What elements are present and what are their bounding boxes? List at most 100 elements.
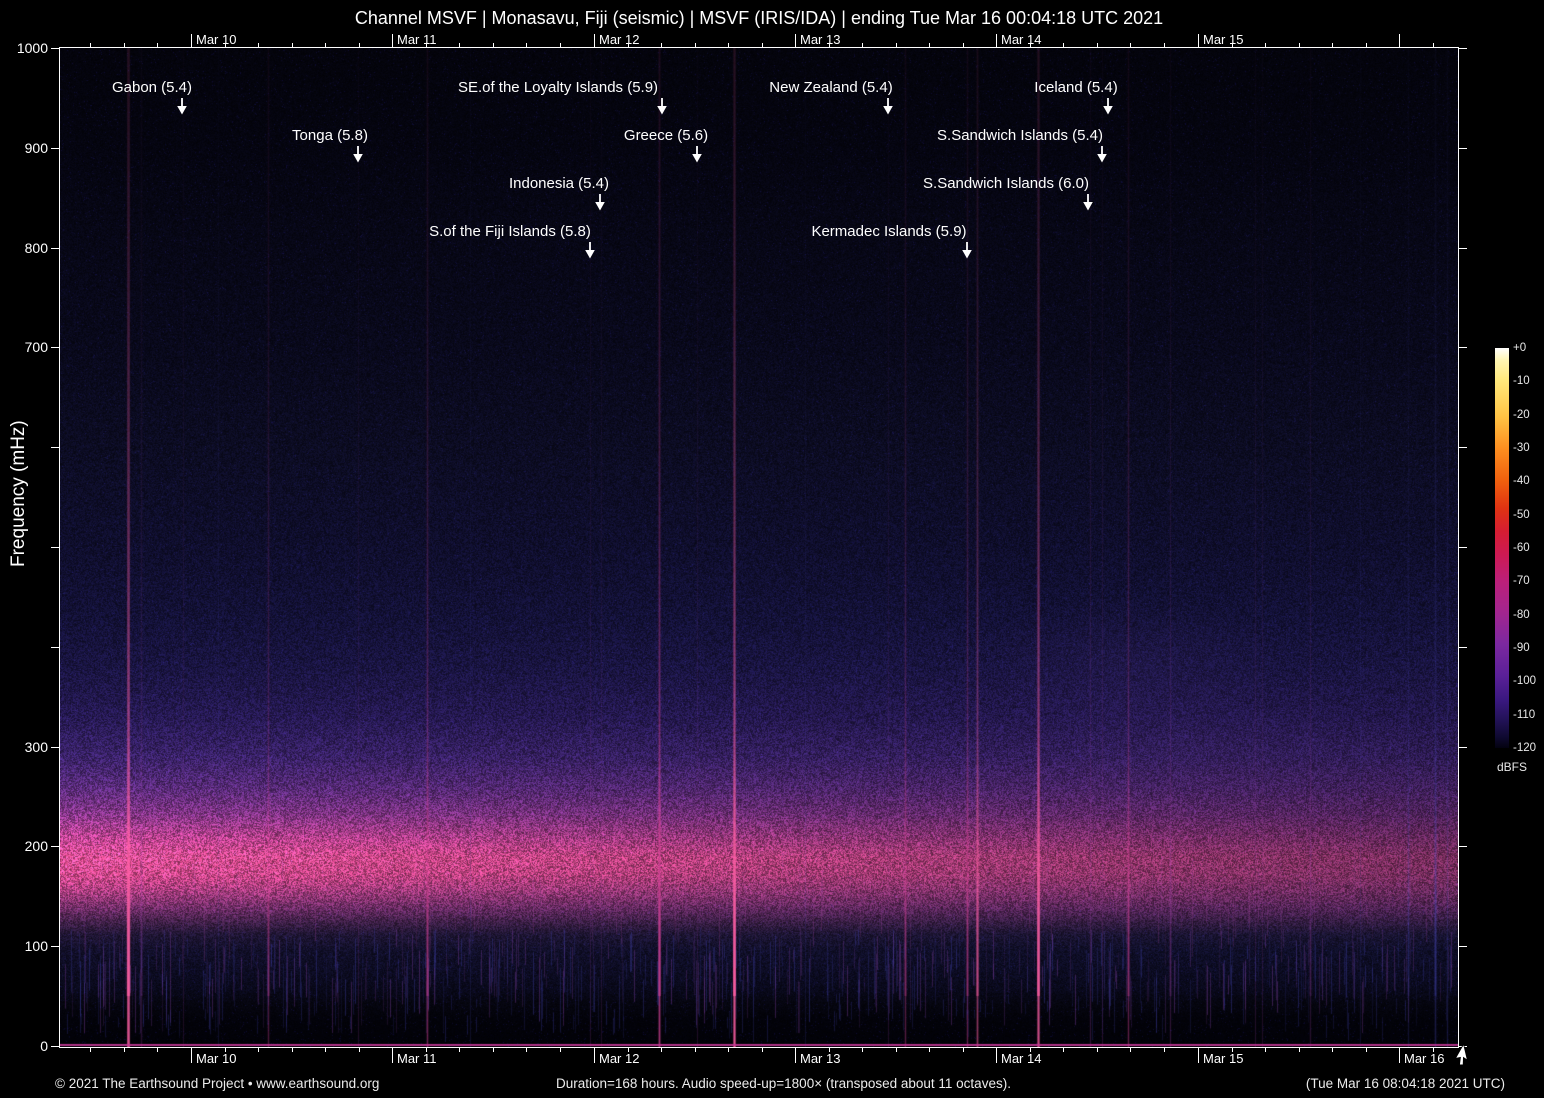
spectrogram-canvas [60,48,1458,1047]
x-minor-tick-top [225,43,226,48]
earthquake-annotation: S.Sandwich Islands (6.0) [923,175,1089,192]
x-minor-tick-top [292,43,293,48]
x-minor-tick-bottom [225,1047,226,1052]
colorbar-tick-label: -20 [1513,408,1530,421]
earthquake-annotation: Gabon (5.4) [111,79,193,96]
x-minor-tick-bottom [1366,1047,1367,1052]
x-major-tick-bottom [795,1047,796,1063]
y-tick-left [51,747,60,748]
y-tick-label: 800 [24,240,48,256]
colorbar-tick-label: -70 [1513,575,1530,588]
x-minor-tick-top [929,43,930,48]
x-minor-tick-bottom [90,1047,91,1052]
x-minor-tick-top [963,43,964,48]
x-minor-tick-top [896,43,897,48]
x-minor-tick-bottom [862,1047,863,1052]
x-minor-tick-bottom [695,1047,696,1052]
x-minor-tick-top [1332,43,1333,48]
x-minor-tick-bottom [1097,1047,1098,1052]
x-tick-label: Mar 11 [397,32,437,47]
earthquake-annotation: SE.of the Loyalty Islands (5.9) [457,79,659,96]
y-tick-label: 100 [24,938,48,954]
down-arrow-icon [657,98,667,115]
x-minor-tick-top [1063,43,1064,48]
y-axis-title: Frequency (mHz) [8,420,29,567]
y-tick-right [1458,946,1467,947]
y-tick-left [51,946,60,947]
colorbar-tick-label: +0 [1513,342,1527,354]
x-minor-tick-top [526,43,527,48]
x-minor-tick-top [628,43,629,48]
x-minor-tick-bottom [963,1047,964,1052]
page-title: Channel MSVF | Monasavu, Fiji (seismic) … [354,8,1164,28]
x-minor-tick-bottom [459,1047,460,1052]
x-tick-label: Mar 11 [397,1051,437,1066]
x-major-tick-top [1399,34,1400,48]
y-tick-label: 700 [24,339,48,355]
colorbar-tick-label: -120 [1513,742,1537,754]
x-minor-tick-bottom [1265,1047,1266,1052]
x-major-tick-bottom [392,1047,393,1063]
down-arrow-icon [1083,194,1093,211]
x-minor-tick-bottom [929,1047,930,1052]
footer-timestamp: (Tue Mar 16 08:04:18 2021 UTC) [1305,1076,1505,1091]
x-tick-label: Mar 10 [196,1051,237,1066]
x-minor-tick-bottom [359,1047,360,1052]
x-minor-tick-top [1433,43,1434,48]
x-minor-tick-bottom [124,1047,125,1052]
y-tick-left [51,48,60,49]
y-tick-right [1458,547,1467,548]
x-minor-tick-bottom [896,1047,897,1052]
y-tick-left [51,1046,60,1047]
x-tick-label: Mar 15 [1203,32,1244,47]
earthquake-annotation: S.of the Fiji Islands (5.8) [429,223,591,240]
x-minor-tick-top [560,43,561,48]
x-minor-tick-top [1164,43,1165,48]
x-minor-tick-bottom [1232,1047,1233,1052]
x-minor-tick-bottom [728,1047,729,1052]
x-minor-tick-top [359,43,360,48]
x-major-tick-bottom [594,1047,595,1063]
x-tick-label: Mar 12 [599,1051,640,1066]
colorbar-tick-label: -90 [1513,642,1530,654]
down-arrow-icon [883,98,893,115]
x-minor-tick-top [157,43,158,48]
x-minor-tick-bottom [560,1047,561,1052]
x-minor-tick-bottom [258,1047,259,1052]
down-arrow-icon [595,194,605,211]
x-minor-tick-top [1232,43,1233,48]
x-minor-tick-bottom [628,1047,629,1052]
x-minor-tick-top [862,43,863,48]
x-tick-label: Mar 14 [1001,32,1042,47]
down-arrow-icon [962,242,972,259]
y-tick-left [51,547,60,548]
colorbar-tick-label: -100 [1513,675,1537,688]
colorbar-tick-label: -110 [1513,708,1536,721]
x-tick-label: Mar 10 [196,32,237,47]
x-tick-label: Mar 13 [800,1051,841,1066]
x-minor-tick-top [762,43,763,48]
colorbar-tick-label: -60 [1513,542,1530,554]
y-tick-left [51,647,60,648]
colorbar-unit-label: dBFS [1497,760,1528,774]
x-minor-tick-top [459,43,460,48]
x-tick-label: Mar 13 [800,32,841,47]
x-major-tick-top [392,34,393,48]
x-minor-tick-bottom [1332,1047,1333,1052]
y-tick-label: 900 [24,140,48,156]
colorbar-tick-label: -40 [1513,475,1530,488]
y-tick-right [1458,647,1467,648]
mouse-cursor [1455,1043,1468,1066]
x-minor-tick-top [1097,43,1098,48]
y-tick-right [1458,846,1467,847]
x-major-tick-bottom [1198,1047,1199,1063]
x-minor-tick-top [1299,43,1300,48]
x-minor-tick-bottom [157,1047,158,1052]
x-minor-tick-bottom [829,1047,830,1052]
down-arrow-icon [177,98,187,115]
x-major-tick-top [795,34,796,48]
x-minor-tick-top [695,43,696,48]
x-minor-tick-bottom [426,1047,427,1052]
footer-duration: Duration=168 hours. Audio speed-up=1800×… [556,1076,1011,1091]
x-minor-tick-top [728,43,729,48]
